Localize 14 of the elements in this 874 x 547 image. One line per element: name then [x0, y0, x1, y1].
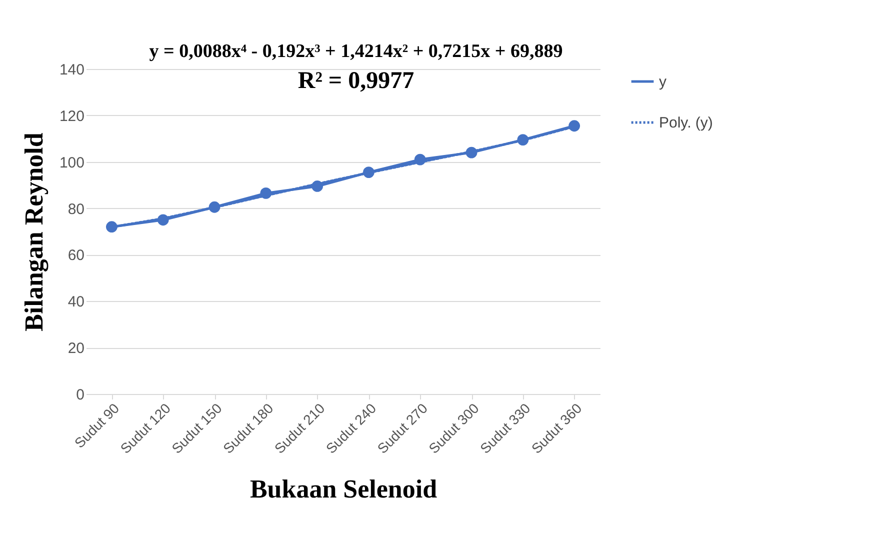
- legend-label: Poly. (y): [659, 114, 713, 132]
- legend-label: y: [659, 74, 667, 90]
- x-axis-title: Bukaan Selenoid: [250, 474, 438, 504]
- annotation: R² = 0,9977: [298, 68, 414, 94]
- text: y = 0,0088x⁴ - 0,192x³ + 1,4214x² + 0,7215x + 69,889: [149, 41, 563, 62]
- y-tick-label: 0: [76, 386, 84, 404]
- y-tick-label: 100: [59, 154, 84, 172]
- y-tick-label: 120: [59, 108, 84, 125]
- y-tick-label: 60: [68, 247, 84, 264]
- y-tick-label: 140: [59, 62, 84, 78]
- y-tick-label: 40: [68, 294, 84, 311]
- y-tick-label: 20: [68, 340, 84, 358]
- y-axis-title: Bilangan Reynold: [19, 132, 48, 332]
- y-tick-label: 80: [68, 200, 84, 218]
